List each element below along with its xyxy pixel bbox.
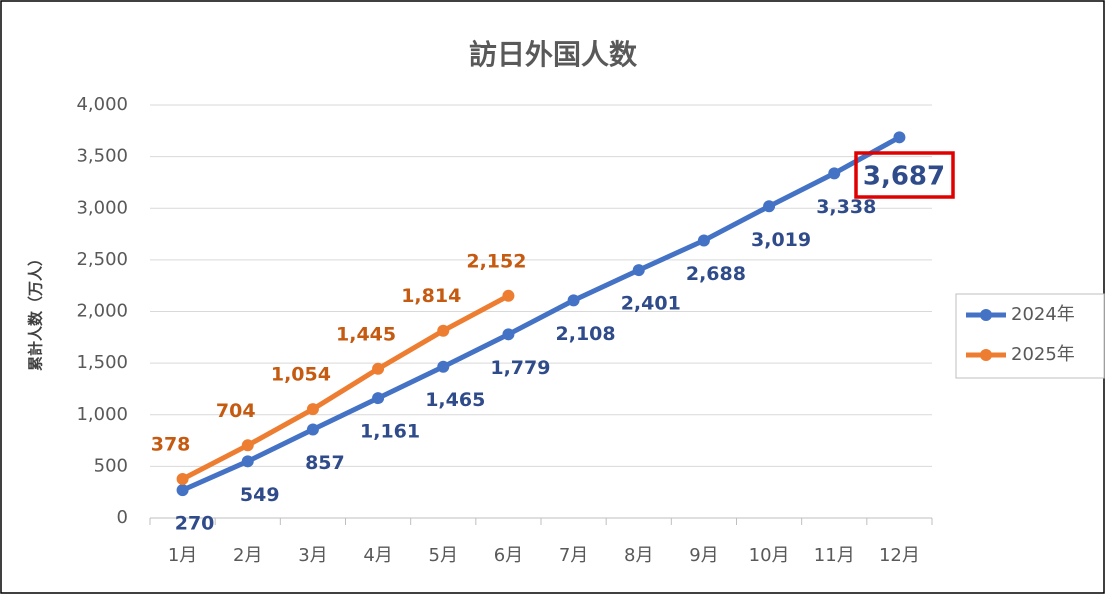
legend-label: 2025年 [1011,344,1075,365]
data-label: 1,445 [336,323,396,345]
data-label: 2,401 [621,293,681,315]
data-label: 270 [175,513,215,535]
data-label: 704 [216,400,256,422]
y-tick-label: 3,000 [76,197,128,218]
x-tick-label: 7月 [559,545,588,566]
x-tick-label: 12月 [879,545,920,566]
data-label: 2,152 [466,250,526,272]
data-label: 1,465 [425,389,485,411]
data-label: 3,338 [816,196,876,218]
data-label: 3,019 [751,229,811,251]
point [306,423,319,436]
legend-box [955,293,1105,379]
x-tick-label: 6月 [494,545,523,566]
data-label: 549 [240,484,280,506]
x-tick-label: 5月 [429,545,458,566]
y-tick-label: 2,000 [76,301,128,322]
chart-title: 訪日外国人数 [469,38,638,71]
data-label: 2,108 [556,323,616,345]
y-axis-label: 累計人数（万人） [27,251,45,371]
point [176,472,189,485]
point [306,403,319,416]
point [893,131,906,144]
point [828,167,841,180]
data-label: 1,161 [360,421,420,443]
legend-marker [980,349,992,361]
x-tick-label: 4月 [363,545,392,566]
y-tick-label: 500 [94,455,128,476]
x-tick-label: 3月 [298,545,327,566]
point [241,455,254,468]
highlight-box [854,151,955,199]
point [763,200,776,213]
y-tick-label: 2,500 [76,249,128,270]
data-label: 378 [151,433,191,455]
data-label: 1,779 [490,357,550,379]
point [502,328,515,341]
data-label: 1,054 [271,364,331,386]
point [372,362,385,375]
legend-label: 2024年 [1011,304,1075,325]
data-label: 2,688 [686,263,746,285]
x-tick-label: 2月 [233,545,262,566]
data-label: 3,687 [863,162,945,192]
y-tick-label: 1,500 [76,352,128,373]
point [437,360,450,373]
data-label: 857 [305,452,345,474]
data-label: 1,814 [401,285,461,307]
y-tick-label: 4,000 [76,94,128,115]
point [502,289,515,302]
point [437,324,450,337]
y-tick-label: 1,000 [76,404,128,425]
point [241,439,254,452]
y-tick-label: 3,500 [76,146,128,167]
x-tick-label: 10月 [749,545,790,566]
series-line [181,293,510,482]
point [632,264,645,277]
point [372,392,385,405]
point [697,234,710,247]
legend-marker [980,309,992,321]
series-line [181,135,901,493]
y-tick-label: 0 [117,507,128,528]
x-tick-label: 1月 [168,545,197,566]
x-tick-label: 11月 [814,545,855,566]
x-tick-label: 8月 [624,545,653,566]
point [176,484,189,497]
point [567,294,580,307]
x-tick-label: 9月 [689,545,718,566]
